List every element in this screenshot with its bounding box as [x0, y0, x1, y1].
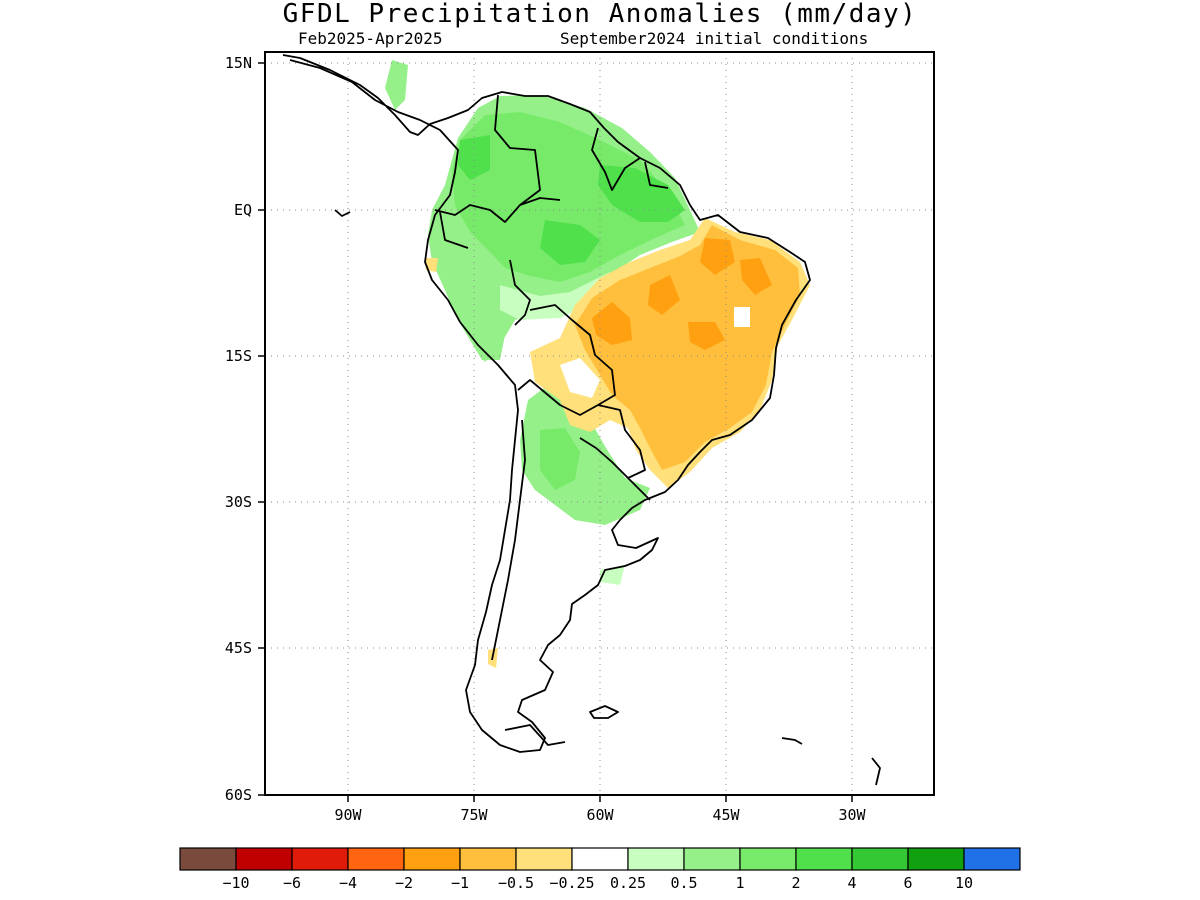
coastline — [282, 54, 881, 786]
border-bolivia — [517, 304, 616, 416]
colorbar-label: 6 — [903, 874, 912, 892]
tierra-del-fuego — [504, 724, 566, 746]
longitude-labels: 90W 75W 60W 45W 30W — [334, 806, 866, 824]
anomaly-field — [385, 60, 810, 668]
lon-label: 75W — [460, 806, 488, 824]
colorbar-swatch — [851, 847, 909, 871]
colorbar-swatch — [627, 847, 685, 871]
colorbar-swatch — [235, 847, 293, 871]
lat-label: 15S — [225, 347, 252, 365]
colorbar-swatch — [683, 847, 741, 871]
missing-cell — [734, 307, 750, 327]
colorbar-swatch — [963, 847, 1021, 871]
colorbar-swatch — [907, 847, 965, 871]
wet-region-strong — [598, 165, 685, 222]
lat-label: 15N — [225, 54, 252, 72]
initial-conditions: September2024 initial conditions — [560, 29, 869, 48]
border-paraguay — [579, 404, 646, 479]
border-guianas — [591, 127, 669, 191]
colorbar-swatch — [291, 847, 349, 871]
south-sandwich — [871, 757, 881, 786]
colorbar-swatch — [347, 847, 405, 871]
wet-region-core — [452, 112, 685, 282]
lat-label: 60S — [225, 786, 252, 804]
colorbar-label: −0.25 — [549, 874, 594, 892]
wet-region-south — [520, 385, 650, 525]
border-uruguay — [627, 477, 651, 501]
galapagos — [334, 209, 351, 217]
lon-label: 45W — [712, 806, 740, 824]
axis-ticks — [258, 62, 853, 802]
neutral-pocket — [560, 358, 600, 398]
wet-region-caribbean — [385, 60, 408, 110]
border-chile-argentina — [491, 419, 526, 661]
colorbar-label: −6 — [283, 874, 301, 892]
border-peru-brazil — [509, 259, 531, 326]
colorbar-label: −4 — [339, 874, 357, 892]
colorbar-label: 0.5 — [670, 874, 697, 892]
wet-region-strong-2 — [458, 135, 490, 180]
border-ecuador — [439, 211, 469, 249]
colorbar-label: 2 — [791, 874, 800, 892]
latitude-labels: 15N EQ 15S 30S 45S 60S — [225, 54, 252, 804]
colorbar-label: 0.25 — [610, 874, 646, 892]
border-colombia-venezuela — [494, 94, 541, 206]
dry-region-strong-5 — [688, 322, 725, 350]
wet-region-strong-3 — [540, 220, 600, 265]
dry-region-strong-2 — [648, 275, 680, 315]
colorbar-label: −1 — [451, 874, 469, 892]
colorbar-label: 1 — [735, 874, 744, 892]
colorbar-swatch — [571, 847, 629, 871]
map-title: GFDL Precipitation Anomalies (mm/day) — [282, 0, 918, 29]
dry-region-strong — [592, 302, 632, 345]
colorbar-label: 4 — [847, 874, 856, 892]
colorbar-labels: −10 −6 −4 −2 −1 −0.5 −0.25 0.25 0.5 1 2 4 6 10 — [222, 874, 973, 892]
lat-label: 45S — [225, 639, 252, 657]
colorbar — [179, 847, 1021, 871]
colorbar-swatch — [515, 847, 573, 871]
forecast-period: Feb2025-Apr2025 — [298, 29, 443, 48]
colorbar-label: −0.5 — [498, 874, 534, 892]
lon-label: 60W — [586, 806, 614, 824]
dry-region — [575, 225, 800, 470]
colorbar-swatch — [739, 847, 797, 871]
colorbar-swatch — [403, 847, 461, 871]
lon-label: 90W — [334, 806, 362, 824]
dry-region-strong-4 — [740, 258, 772, 295]
lon-label: 30W — [838, 806, 866, 824]
colorbar-swatch — [795, 847, 853, 871]
colorbar-label: −10 — [222, 874, 249, 892]
falkland-islands — [589, 705, 619, 719]
lat-label: EQ — [234, 201, 252, 219]
border-amazon-west — [434, 197, 561, 223]
colorbar-label: 10 — [955, 874, 973, 892]
south-georgia — [781, 737, 803, 745]
colorbar-swatch — [179, 847, 237, 871]
wet-region-south-core — [540, 428, 580, 490]
lat-label: 30S — [225, 493, 252, 511]
colorbar-label: −2 — [395, 874, 413, 892]
south-america-coast — [282, 54, 811, 753]
colorbar-swatch — [459, 847, 517, 871]
dry-region-strong-3 — [700, 238, 735, 275]
